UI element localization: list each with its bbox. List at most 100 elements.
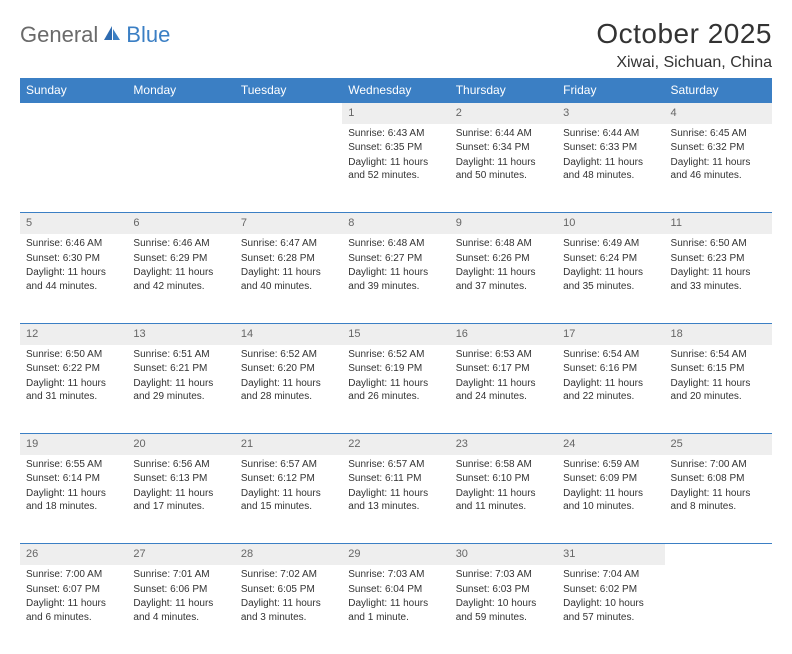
page-header: General Blue October 2025 Xiwai, Sichuan… xyxy=(20,18,772,72)
daylight-line: Daylight: 11 hours and 10 minutes. xyxy=(563,487,658,514)
day-content-cell xyxy=(20,124,127,213)
day-content-cell: Sunrise: 6:49 AMSunset: 6:24 PMDaylight:… xyxy=(557,234,664,323)
weekday-header: Saturday xyxy=(665,78,772,103)
day-number-cell: 20 xyxy=(127,434,234,455)
sunrise-line: Sunrise: 6:48 AM xyxy=(456,237,551,251)
sunrise-line: Sunrise: 7:02 AM xyxy=(241,568,336,582)
calendar-table: SundayMondayTuesdayWednesdayThursdayFrid… xyxy=(20,78,772,654)
day-number-row: 1234 xyxy=(20,103,772,124)
daylight-line: Daylight: 11 hours and 42 minutes. xyxy=(133,266,228,293)
day-content-cell: Sunrise: 6:45 AMSunset: 6:32 PMDaylight:… xyxy=(665,124,772,213)
sunset-line: Sunset: 6:29 PM xyxy=(133,252,228,266)
day-number-row: 262728293031 xyxy=(20,544,772,565)
sunset-line: Sunset: 6:13 PM xyxy=(133,472,228,486)
sunrise-line: Sunrise: 6:49 AM xyxy=(563,237,658,251)
logo-text-blue: Blue xyxy=(126,22,170,48)
day-number-cell: 11 xyxy=(665,213,772,234)
daylight-line: Daylight: 11 hours and 50 minutes. xyxy=(456,156,551,183)
sunset-line: Sunset: 6:21 PM xyxy=(133,362,228,376)
sunset-line: Sunset: 6:08 PM xyxy=(671,472,766,486)
day-number-cell: 24 xyxy=(557,434,664,455)
day-number-cell: 3 xyxy=(557,103,664,124)
sunset-line: Sunset: 6:12 PM xyxy=(241,472,336,486)
sunset-line: Sunset: 6:28 PM xyxy=(241,252,336,266)
day-content-cell: Sunrise: 7:01 AMSunset: 6:06 PMDaylight:… xyxy=(127,565,234,654)
sunset-line: Sunset: 6:26 PM xyxy=(456,252,551,266)
day-content-cell xyxy=(665,565,772,654)
day-content-cell: Sunrise: 6:59 AMSunset: 6:09 PMDaylight:… xyxy=(557,455,664,544)
day-number-cell: 16 xyxy=(450,323,557,344)
day-number-cell: 9 xyxy=(450,213,557,234)
sunrise-line: Sunrise: 6:45 AM xyxy=(671,127,766,141)
daylight-line: Daylight: 11 hours and 37 minutes. xyxy=(456,266,551,293)
day-content-cell: Sunrise: 6:53 AMSunset: 6:17 PMDaylight:… xyxy=(450,345,557,434)
day-content-cell: Sunrise: 6:52 AMSunset: 6:19 PMDaylight:… xyxy=(342,345,449,434)
daylight-line: Daylight: 11 hours and 1 minute. xyxy=(348,597,443,624)
day-content-cell: Sunrise: 7:00 AMSunset: 6:08 PMDaylight:… xyxy=(665,455,772,544)
day-number-cell: 8 xyxy=(342,213,449,234)
sunrise-line: Sunrise: 6:58 AM xyxy=(456,458,551,472)
day-number-cell: 4 xyxy=(665,103,772,124)
sunrise-line: Sunrise: 6:50 AM xyxy=(26,348,121,362)
day-number-cell: 29 xyxy=(342,544,449,565)
sunset-line: Sunset: 6:33 PM xyxy=(563,141,658,155)
daylight-line: Daylight: 11 hours and 52 minutes. xyxy=(348,156,443,183)
day-number-cell: 31 xyxy=(557,544,664,565)
daylight-line: Daylight: 11 hours and 18 minutes. xyxy=(26,487,121,514)
sunset-line: Sunset: 6:15 PM xyxy=(671,362,766,376)
daylight-line: Daylight: 11 hours and 15 minutes. xyxy=(241,487,336,514)
sunset-line: Sunset: 6:22 PM xyxy=(26,362,121,376)
sunset-line: Sunset: 6:35 PM xyxy=(348,141,443,155)
sunset-line: Sunset: 6:27 PM xyxy=(348,252,443,266)
day-number-cell xyxy=(665,544,772,565)
day-number-cell: 12 xyxy=(20,323,127,344)
sunrise-line: Sunrise: 6:52 AM xyxy=(241,348,336,362)
sunset-line: Sunset: 6:32 PM xyxy=(671,141,766,155)
weekday-header: Friday xyxy=(557,78,664,103)
daylight-line: Daylight: 11 hours and 11 minutes. xyxy=(456,487,551,514)
sunset-line: Sunset: 6:07 PM xyxy=(26,583,121,597)
title-block: October 2025 Xiwai, Sichuan, China xyxy=(596,18,772,72)
day-number-cell: 19 xyxy=(20,434,127,455)
sunset-line: Sunset: 6:24 PM xyxy=(563,252,658,266)
day-number-cell: 22 xyxy=(342,434,449,455)
day-number-cell: 21 xyxy=(235,434,342,455)
day-content-cell: Sunrise: 6:46 AMSunset: 6:30 PMDaylight:… xyxy=(20,234,127,323)
day-number-cell: 26 xyxy=(20,544,127,565)
day-content-cell xyxy=(127,124,234,213)
sunrise-line: Sunrise: 6:44 AM xyxy=(563,127,658,141)
daylight-line: Daylight: 11 hours and 6 minutes. xyxy=(26,597,121,624)
day-content-cell: Sunrise: 6:56 AMSunset: 6:13 PMDaylight:… xyxy=(127,455,234,544)
daylight-line: Daylight: 11 hours and 22 minutes. xyxy=(563,377,658,404)
daylight-line: Daylight: 11 hours and 46 minutes. xyxy=(671,156,766,183)
day-number-cell: 15 xyxy=(342,323,449,344)
sunset-line: Sunset: 6:23 PM xyxy=(671,252,766,266)
sunrise-line: Sunrise: 7:04 AM xyxy=(563,568,658,582)
sunrise-line: Sunrise: 6:57 AM xyxy=(348,458,443,472)
day-content-row: Sunrise: 6:46 AMSunset: 6:30 PMDaylight:… xyxy=(20,234,772,323)
sunrise-line: Sunrise: 6:59 AM xyxy=(563,458,658,472)
daylight-line: Daylight: 11 hours and 8 minutes. xyxy=(671,487,766,514)
sunset-line: Sunset: 6:10 PM xyxy=(456,472,551,486)
calendar-body: 1234Sunrise: 6:43 AMSunset: 6:35 PMDayli… xyxy=(20,103,772,654)
sunset-line: Sunset: 6:16 PM xyxy=(563,362,658,376)
day-number-cell: 5 xyxy=(20,213,127,234)
day-number-cell: 6 xyxy=(127,213,234,234)
day-number-cell: 1 xyxy=(342,103,449,124)
sunrise-line: Sunrise: 6:55 AM xyxy=(26,458,121,472)
sunrise-line: Sunrise: 6:53 AM xyxy=(456,348,551,362)
sunrise-line: Sunrise: 7:01 AM xyxy=(133,568,228,582)
day-content-cell: Sunrise: 6:52 AMSunset: 6:20 PMDaylight:… xyxy=(235,345,342,434)
day-number-cell xyxy=(20,103,127,124)
sunrise-line: Sunrise: 7:03 AM xyxy=(456,568,551,582)
day-content-row: Sunrise: 6:43 AMSunset: 6:35 PMDaylight:… xyxy=(20,124,772,213)
sunrise-line: Sunrise: 6:47 AM xyxy=(241,237,336,251)
sunrise-line: Sunrise: 6:54 AM xyxy=(671,348,766,362)
sunrise-line: Sunrise: 6:56 AM xyxy=(133,458,228,472)
daylight-line: Daylight: 11 hours and 48 minutes. xyxy=(563,156,658,183)
sunrise-line: Sunrise: 6:50 AM xyxy=(671,237,766,251)
daylight-line: Daylight: 11 hours and 28 minutes. xyxy=(241,377,336,404)
sunset-line: Sunset: 6:17 PM xyxy=(456,362,551,376)
day-number-cell: 27 xyxy=(127,544,234,565)
sunrise-line: Sunrise: 6:44 AM xyxy=(456,127,551,141)
